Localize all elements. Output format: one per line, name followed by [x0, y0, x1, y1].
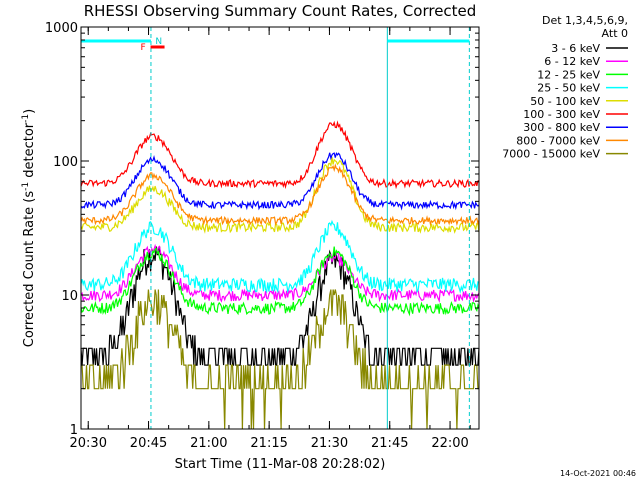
x-tick-label: 21:15: [250, 436, 287, 451]
y-axis-label-mid: detector: [22, 122, 37, 182]
legend-label: 800 - 7000 keV: [516, 134, 600, 147]
y-tick-label: 1: [70, 423, 78, 438]
legend-label: 25 - 50 keV: [537, 82, 600, 95]
plot-frame: [80, 26, 480, 430]
x-axis-label: Start Time (11-Mar-08 20:28:02): [175, 457, 386, 472]
legend-label: 7000 - 15000 keV: [502, 148, 600, 161]
y-tick-label: 100: [53, 155, 78, 170]
y-axis: 1 10 100 1000: [45, 21, 479, 438]
x-tick-label: 21:45: [371, 436, 408, 451]
y-axis-label-exp2: -1: [21, 114, 31, 123]
chart-title: RHESSI Observing Summary Count Rates, Co…: [84, 2, 477, 20]
x-axis: 20:30 20:45 21:00 21:15 21:30 21:45 22:00: [70, 27, 471, 451]
series-line-1: [80, 246, 480, 366]
x-tick-label: 22:00: [431, 436, 468, 451]
series-line-4: [80, 219, 480, 294]
y-axis-label-main: Corrected Count Rate (s: [22, 191, 37, 348]
series-line-7: [80, 152, 480, 211]
legend-label: 50 - 100 keV: [530, 95, 600, 108]
x-tick-label: 21:30: [311, 436, 348, 451]
y-tick-label: 10: [61, 289, 78, 304]
x-tick-label: 21:00: [190, 436, 227, 451]
legend-header-line-1: Det 1,3,4,5,6,9,: [542, 14, 628, 27]
timestamp: 14-Oct-2021 00:46: [560, 469, 636, 478]
flag-label-n: N: [155, 37, 162, 47]
legend-label: 3 - 6 keV: [551, 42, 600, 55]
series-line-8: [80, 163, 480, 227]
series-line-6: [80, 120, 480, 190]
x-tick-label: 20:45: [130, 436, 167, 451]
y-axis-label-end: ): [22, 109, 37, 114]
legend-label: 100 - 300 keV: [523, 108, 600, 121]
legend-label: 6 - 12 keV: [544, 55, 600, 68]
x-tick-label: 20:30: [70, 436, 107, 451]
series-line-3: [80, 246, 480, 317]
series-line-9: [81, 289, 479, 430]
y-axis-label: Corrected Count Rate (s-1 detector-1): [21, 109, 37, 347]
legend-label: 12 - 25 keV: [537, 68, 600, 81]
legend-header-line-2: Att 0: [602, 27, 628, 40]
y-tick-label: 1000: [45, 21, 78, 36]
legend-label: 300 - 800 keV: [523, 121, 600, 134]
series-line-2: [80, 243, 480, 304]
y-axis-label-exp1: -1: [21, 182, 31, 191]
flag-label-f: F: [141, 43, 146, 53]
